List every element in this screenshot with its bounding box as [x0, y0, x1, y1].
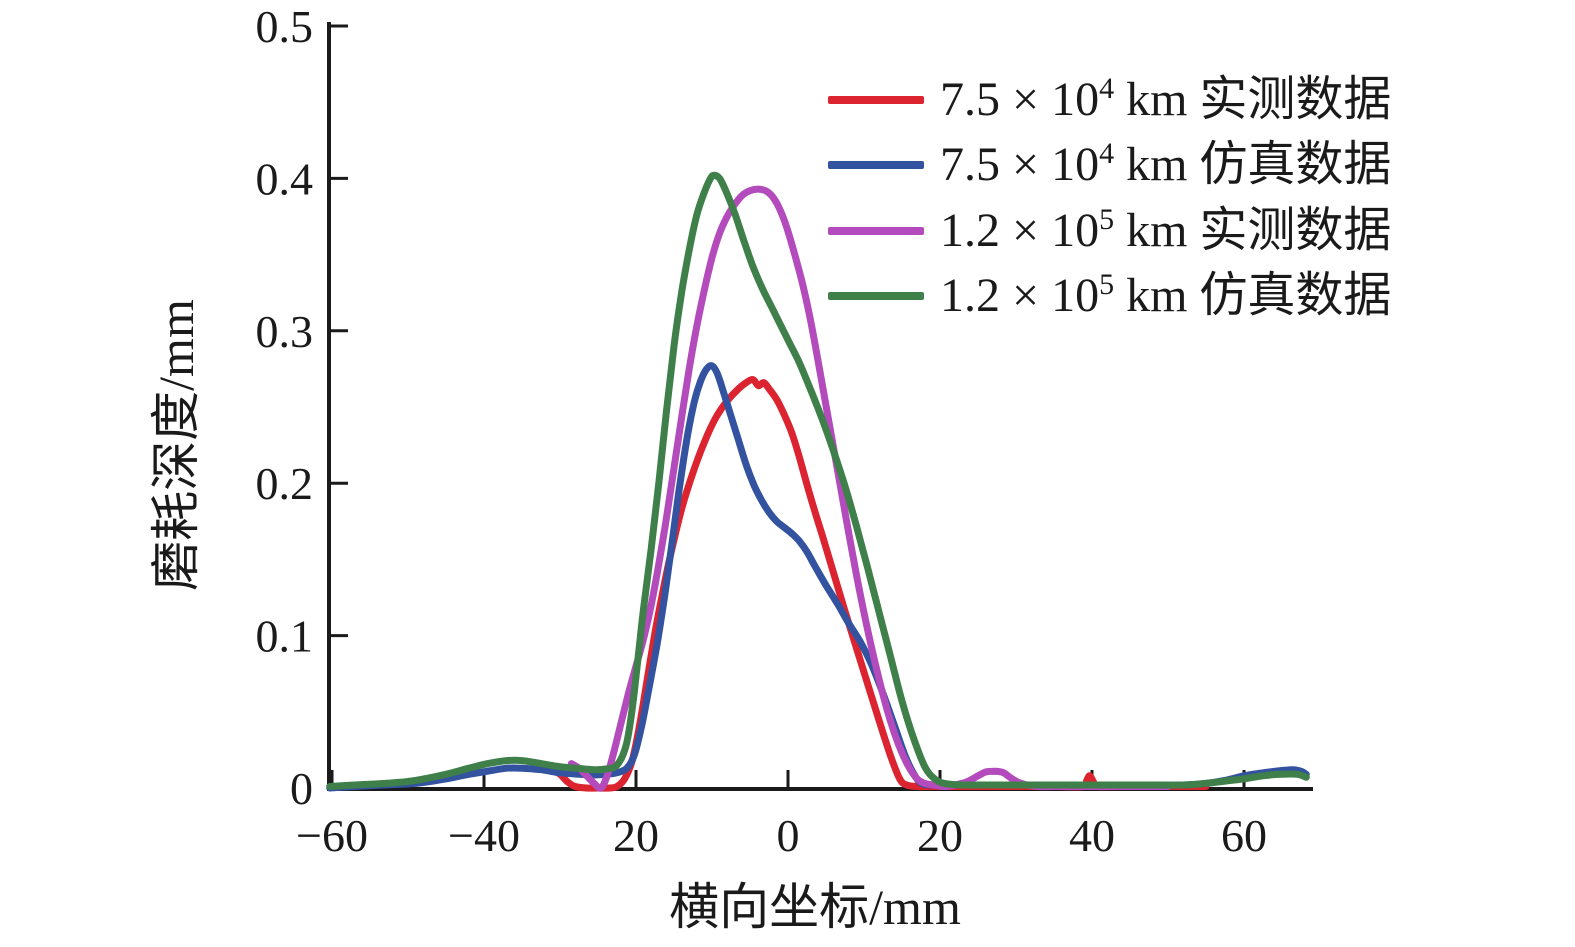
x-tick-label-5: 40: [1069, 810, 1115, 861]
x-tick-label-6: 60: [1221, 810, 1267, 861]
legend-label: 1.2 × 105 km 仿真数据: [940, 268, 1392, 323]
x-axis-title: 横向坐标/mm: [669, 879, 961, 935]
curve-7.5e4-measured: [548, 376, 1210, 792]
x-tick-label-1: −40: [448, 810, 520, 861]
y-tick-label-4: 0.4: [256, 153, 314, 204]
legend-label: 7.5 × 104 km 实测数据: [940, 71, 1392, 126]
legend-item-7.5e4-measured: 7.5 × 104 km 实测数据: [828, 67, 1391, 133]
x-tick-label-3: 0: [777, 810, 800, 861]
x-tick-label-0: −60: [296, 810, 368, 861]
y-tick-label-2: 0.2: [256, 458, 314, 509]
y-tick-label-3: 0.3: [256, 306, 314, 357]
x-tick-label-2: 20: [613, 810, 659, 861]
legend-line-sample: [828, 95, 924, 104]
curve-1.2e5-simulated: [326, 171, 1310, 790]
legend-label: 7.5 × 104 km 仿真数据: [940, 137, 1392, 192]
y-axis-title: 磨耗深度/mm: [148, 299, 204, 591]
legend-line-sample: [828, 161, 924, 170]
legend: 7.5 × 104 km 实测数据 7.5 × 104 km 仿真数据 1.2 × …: [828, 67, 1391, 329]
x-tick-label-4: 20: [917, 810, 963, 861]
y-tick-label-1: 0.1: [256, 611, 314, 662]
legend-item-7.5e4-simulated: 7.5 × 104 km 仿真数据: [828, 133, 1391, 199]
legend-line-sample: [828, 226, 924, 235]
y-tick-label-0: 0: [290, 763, 313, 814]
y-tick-label-5: 0.5: [256, 1, 314, 52]
curve-7.5e4-simulated: [326, 362, 1310, 792]
curve-1.2e5-measured: [567, 185, 1172, 792]
legend-line-sample: [828, 292, 924, 301]
legend-item-1.2e5-measured: 1.2 × 105 km 实测数据: [828, 198, 1391, 264]
legend-label: 1.2 × 105 km 实测数据: [940, 202, 1392, 257]
legend-item-1.2e5-simulated: 1.2 × 105 km 仿真数据: [828, 264, 1391, 330]
